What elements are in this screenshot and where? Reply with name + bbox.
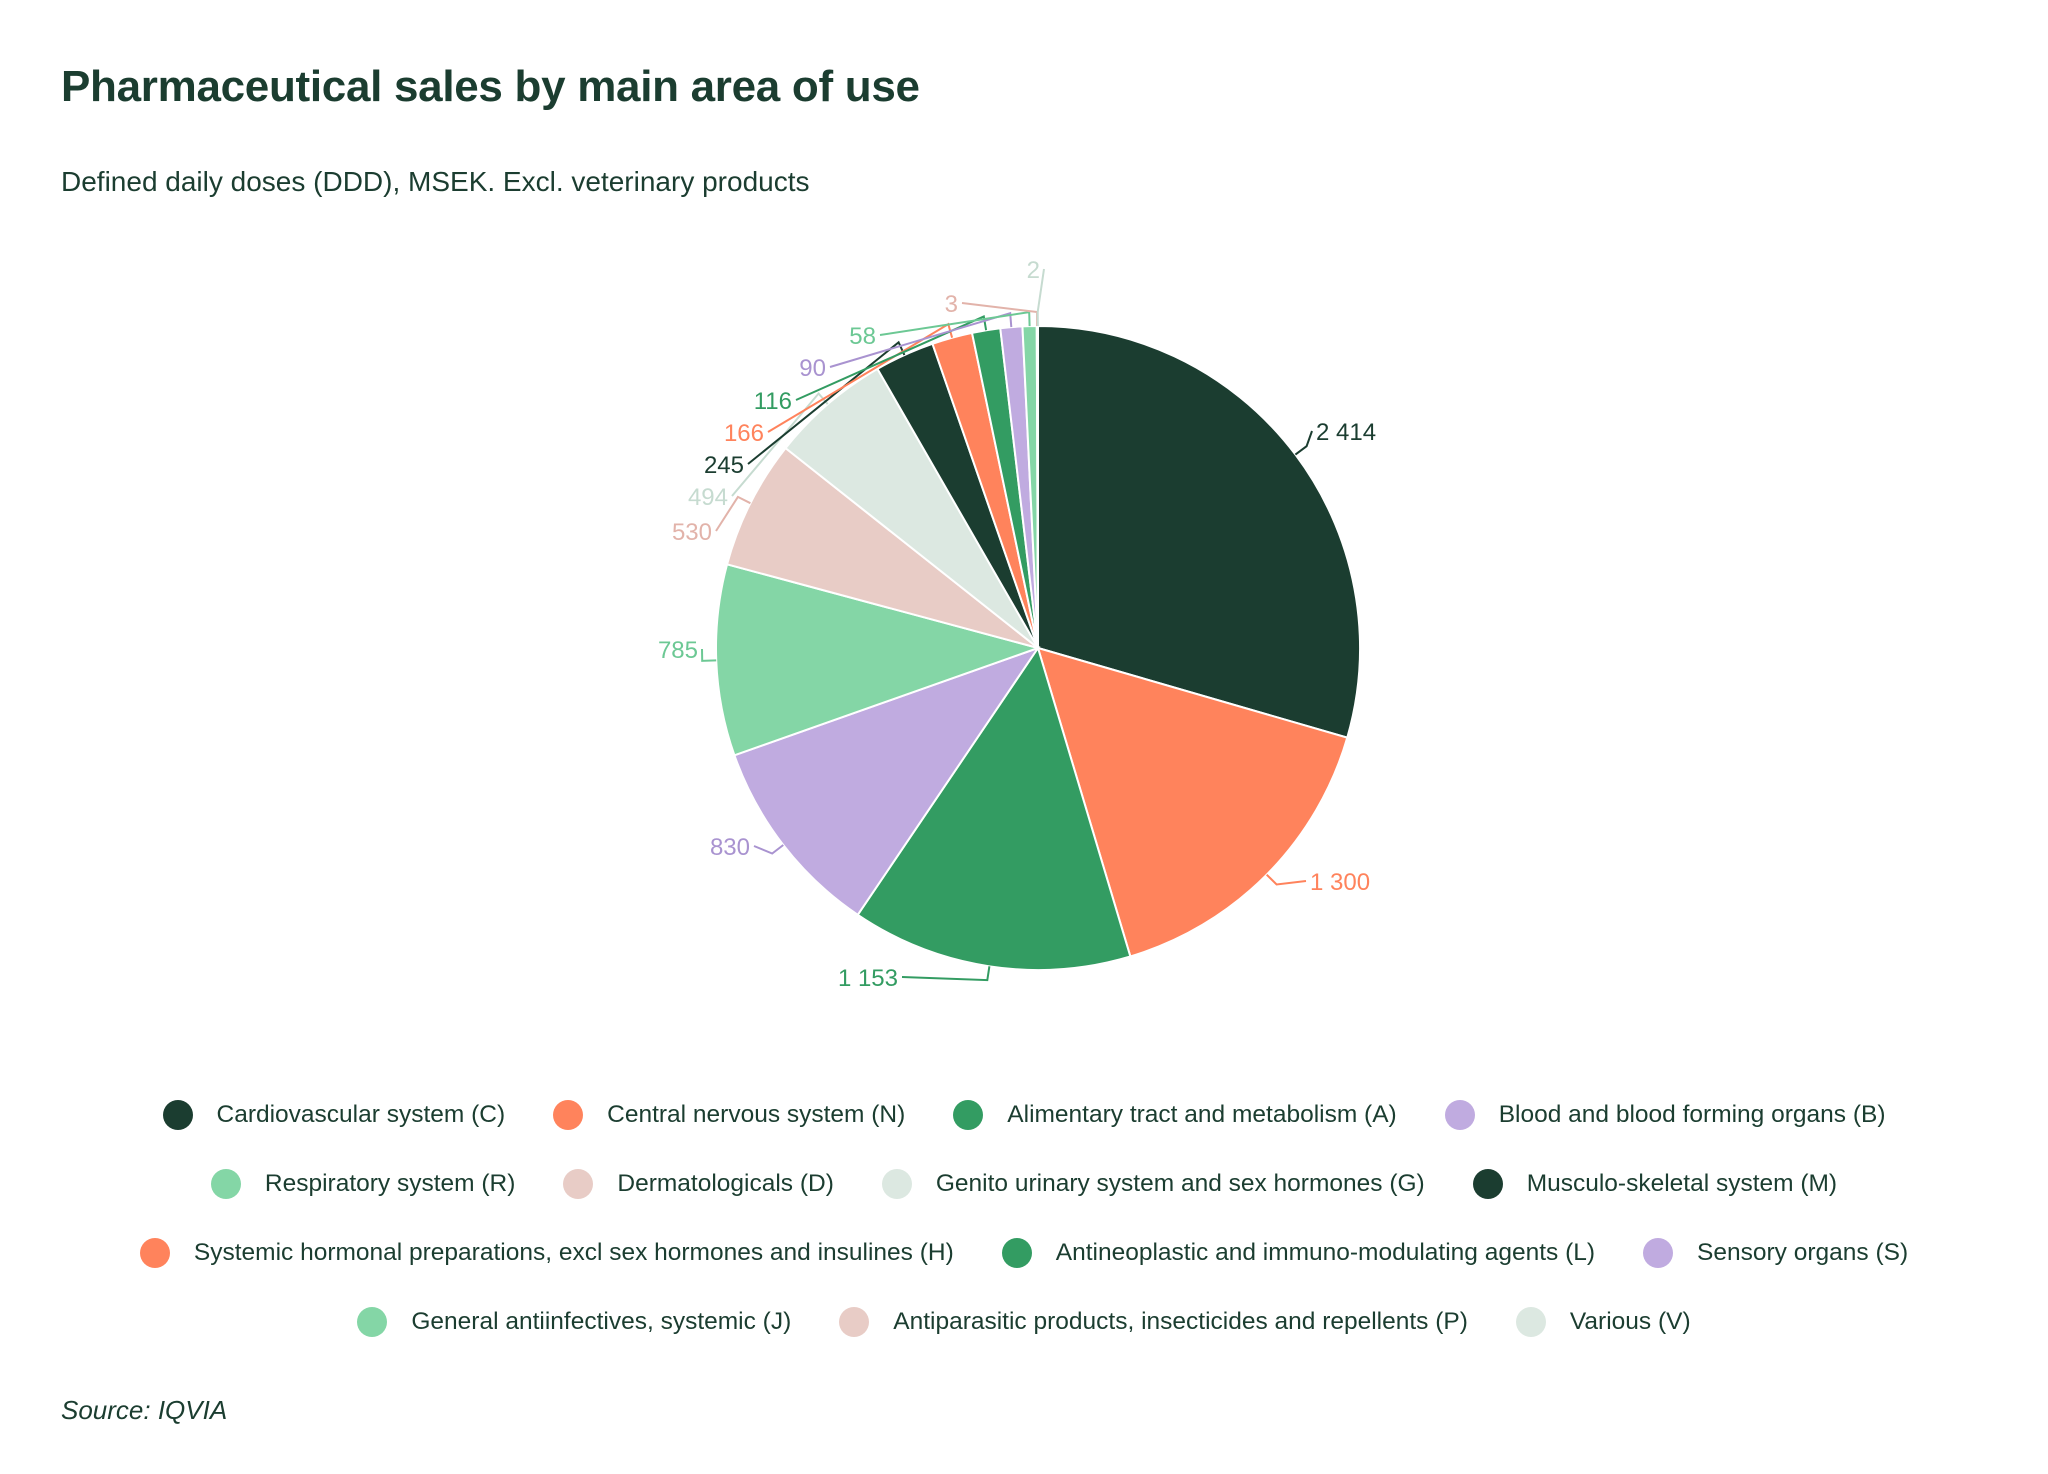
- legend-item-general-antiinfectives[interactable]: General antiinfectives, systemic (J): [357, 1306, 792, 1337]
- legend-swatch: [563, 1168, 594, 1199]
- legend-swatch: [139, 1237, 170, 1268]
- pie-slice[interactable]: [725, 446, 1039, 649]
- legend-item-systemic-hormonal[interactable]: Systemic hormonal preparations, excl sex…: [139, 1237, 954, 1268]
- legend-item-various[interactable]: Various (V): [1515, 1306, 1691, 1337]
- legend-label: Sensory organs (S): [1697, 1238, 1909, 1266]
- legend-row: General antiinfectives, systemic (J) Ant…: [0, 1287, 2048, 1356]
- legend-label: Systemic hormonal preparations, excl sex…: [193, 1238, 954, 1266]
- leader-line: [901, 966, 991, 982]
- legend-item-antiparasitic[interactable]: Antiparasitic products, insecticides and…: [839, 1306, 1468, 1337]
- data-label: 58: [849, 323, 876, 350]
- legend-swatch: [839, 1306, 870, 1337]
- leader-line: [1265, 873, 1307, 886]
- legend-swatch: [881, 1168, 912, 1199]
- leader-line: [731, 391, 829, 497]
- data-label: 1 300: [1310, 869, 1370, 896]
- legend-label: Musculo-skeletal system (M): [1526, 1169, 1838, 1197]
- pie-slice[interactable]: [784, 367, 1039, 649]
- legend-swatch: [1515, 1306, 1546, 1337]
- leader-line: [961, 302, 1039, 326]
- data-label: 166: [724, 420, 764, 447]
- legend-item-cardiovascular[interactable]: Cardiovascular system (C): [162, 1099, 506, 1130]
- legend-item-musculo-skeletal[interactable]: Musculo-skeletal system (M): [1472, 1168, 1838, 1199]
- legend-label: Antineoplastic and immuno-modulating age…: [1055, 1238, 1596, 1266]
- legend-label: Respiratory system (R): [264, 1169, 516, 1197]
- legend-swatch: [162, 1099, 193, 1130]
- legend-swatch: [1643, 1237, 1674, 1268]
- chart-title: Pharmaceutical sales by main area of use: [61, 62, 920, 111]
- leader-line: [701, 648, 717, 662]
- pie-leader-lines: [701, 268, 1313, 982]
- data-label: 1 153: [838, 965, 898, 992]
- legend-item-antineoplastic[interactable]: Antineoplastic and immuno-modulating age…: [1001, 1237, 1596, 1268]
- legend-label: Cardiovascular system (C): [216, 1100, 506, 1128]
- legend-row: Cardiovascular system (C) Central nervou…: [0, 1080, 2048, 1149]
- legend-swatch: [210, 1168, 241, 1199]
- legend-item-central-nervous[interactable]: Central nervous system (N): [553, 1099, 906, 1130]
- data-label: 245: [704, 452, 744, 479]
- legend-label: General antiinfectives, systemic (J): [411, 1307, 792, 1335]
- pie-slice[interactable]: [1036, 646, 1349, 958]
- leader-line: [715, 495, 751, 532]
- chart-source: Source: IQVIA: [61, 1395, 228, 1425]
- data-label: 494: [688, 484, 728, 511]
- data-label: 830: [710, 834, 750, 861]
- data-label: 785: [658, 637, 698, 664]
- data-label: 3: [945, 291, 958, 318]
- legend-item-genito-urinary[interactable]: Genito urinary system and sex hormones (…: [881, 1168, 1425, 1199]
- chart-legend: Cardiovascular system (C) Central nervou…: [0, 1080, 2048, 1356]
- pie-slices: [715, 324, 1361, 971]
- legend-label: Various (V): [1569, 1307, 1691, 1335]
- legend-label: Alimentary tract and metabolism (A): [1007, 1100, 1397, 1128]
- pie-slice[interactable]: [715, 563, 1042, 757]
- leader-line: [1294, 430, 1313, 456]
- leader-line: [753, 844, 784, 855]
- legend-item-dermatologicals[interactable]: Dermatologicals (D): [563, 1168, 834, 1199]
- legend-label: Central nervous system (N): [607, 1100, 906, 1128]
- leader-line: [879, 310, 1031, 336]
- legend-item-sensory-organs[interactable]: Sensory organs (S): [1643, 1237, 1909, 1268]
- legend-swatch: [553, 1099, 584, 1130]
- leader-line: [829, 311, 1013, 368]
- data-label: 90: [799, 355, 826, 382]
- legend-row: Systemic hormonal preparations, excl sex…: [0, 1218, 2048, 1287]
- legend-label: Antiparasitic products, insecticides and…: [893, 1307, 1468, 1335]
- data-label: 116: [754, 388, 792, 415]
- pie-chart: 2 414 1 300 1 153 830 785 530 494 245 166 116 90 58…: [658, 257, 1376, 992]
- legend-item-alimentary[interactable]: Alimentary tract and metabolism (A): [953, 1099, 1397, 1130]
- legend-item-blood[interactable]: Blood and blood forming organs (B): [1444, 1099, 1886, 1130]
- data-label: 530: [672, 519, 712, 546]
- legend-swatch: [1444, 1099, 1475, 1130]
- legend-row: Respiratory system (R) Dermatologicals (…: [0, 1149, 2048, 1218]
- leader-line: [1036, 268, 1045, 327]
- leader-line: [795, 314, 988, 401]
- chart-subtitle: Defined daily doses (DDD), MSEK. Excl. v…: [61, 166, 810, 197]
- legend-swatch: [357, 1306, 388, 1337]
- data-label: 2: [1027, 257, 1040, 284]
- legend-swatch: [953, 1099, 984, 1130]
- legend-swatch: [1001, 1237, 1032, 1268]
- legend-label: Dermatologicals (D): [617, 1169, 834, 1197]
- legend-label: Genito urinary system and sex hormones (…: [935, 1169, 1425, 1197]
- data-label: 2 414: [1316, 419, 1376, 446]
- legend-item-respiratory[interactable]: Respiratory system (R): [210, 1168, 516, 1199]
- pie-data-labels: 2 414 1 300 1 153 830 785 530 494 245 166 116 90 58…: [658, 257, 1376, 992]
- legend-swatch: [1472, 1168, 1503, 1199]
- legend-label: Blood and blood forming organs (B): [1498, 1100, 1886, 1128]
